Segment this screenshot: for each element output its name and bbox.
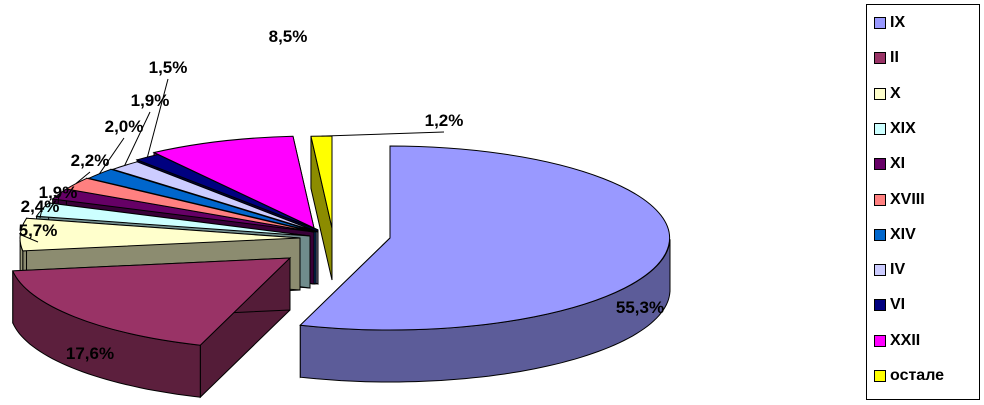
- data-label-XI: 1,9%: [39, 183, 78, 202]
- legend-swatch: [874, 87, 886, 100]
- legend-item-II: II: [874, 48, 899, 68]
- legend-item-XI: XI: [874, 154, 905, 174]
- data-label-XXII: 8,5%: [269, 27, 308, 46]
- legend-item-X: X: [874, 84, 901, 104]
- legend-item-XVIII: XVIII: [874, 190, 925, 210]
- legend-swatch: [874, 193, 886, 206]
- legend-swatch: [874, 122, 886, 135]
- data-label-остале: 1,2%: [425, 111, 464, 130]
- legend-item-XIV: XIV: [874, 225, 916, 245]
- legend-label: XIV: [890, 225, 916, 243]
- pie-slice-IX: [299, 145, 671, 331]
- data-label-IV: 1,9%: [131, 91, 170, 110]
- pie-slice-II: [12, 257, 292, 346]
- data-label-VI: 1,5%: [149, 58, 188, 77]
- pie-chart: 55,3%17,6%5,7%2,4%1,9%2,2%2,0%1,9%1,5%8,…: [12, 27, 671, 399]
- data-label-XIV: 2,0%: [105, 117, 144, 136]
- legend-swatch: [874, 334, 886, 347]
- leader-line: [57, 193, 60, 205]
- pie-slice-XIV: [87, 168, 317, 233]
- pie-tops: [12, 135, 671, 346]
- leader-line: [146, 78, 169, 158]
- legend-label: IV: [890, 261, 906, 279]
- leader-line: [75, 171, 91, 184]
- legend-label: XVIII: [890, 190, 925, 208]
- data-label-XVIII: 2,2%: [71, 151, 110, 170]
- leader-line: [124, 111, 151, 166]
- data-label-X: 5,7%: [19, 221, 58, 240]
- leader-line: [20, 234, 39, 243]
- legend-label: остале: [890, 367, 945, 384]
- data-labels: 55,3%17,6%5,7%2,4%1,9%2,2%2,0%1,9%1,5%8,…: [19, 27, 664, 363]
- legend-swatch: [874, 299, 886, 312]
- legend-item-XIX: XIX: [874, 119, 916, 139]
- leader-line: [321, 131, 445, 137]
- legend-label: XXII: [890, 331, 921, 349]
- legend-label: VI: [890, 296, 906, 314]
- legend-swatch: [874, 264, 886, 277]
- chart-legend: IX II X XIX XI XVIII XIV IV VI XXII остале: [866, 4, 980, 400]
- legend-item-IX: IX: [874, 13, 905, 33]
- legend-swatch: [874, 158, 886, 171]
- legend-label: X: [890, 84, 901, 102]
- legend-label: II: [890, 49, 899, 67]
- pie-slice-XXII: [152, 135, 315, 229]
- legend-label: IX: [890, 14, 906, 31]
- leader-line: [39, 209, 43, 219]
- legend-item-IV: IV: [874, 260, 905, 280]
- data-label-II: 17,6%: [66, 344, 114, 363]
- pie-slice-XIX: [35, 202, 311, 237]
- legend-swatch: [874, 370, 886, 382]
- legend-item-остале: остале: [874, 366, 944, 386]
- data-label-XIX: 2,4%: [21, 197, 60, 216]
- leader-line: [99, 137, 125, 174]
- pie-slice-IV: [111, 161, 319, 233]
- legend-label: XI: [890, 155, 906, 173]
- legend-swatch: [874, 17, 886, 29]
- legend-swatch: [874, 52, 886, 65]
- legend-label: XIX: [890, 119, 916, 137]
- legend-swatch: [874, 228, 886, 241]
- legend-item-XXII: XXII: [874, 331, 920, 351]
- data-label-IX: 55,3%: [616, 298, 664, 317]
- legend-item-VI: VI: [874, 295, 905, 315]
